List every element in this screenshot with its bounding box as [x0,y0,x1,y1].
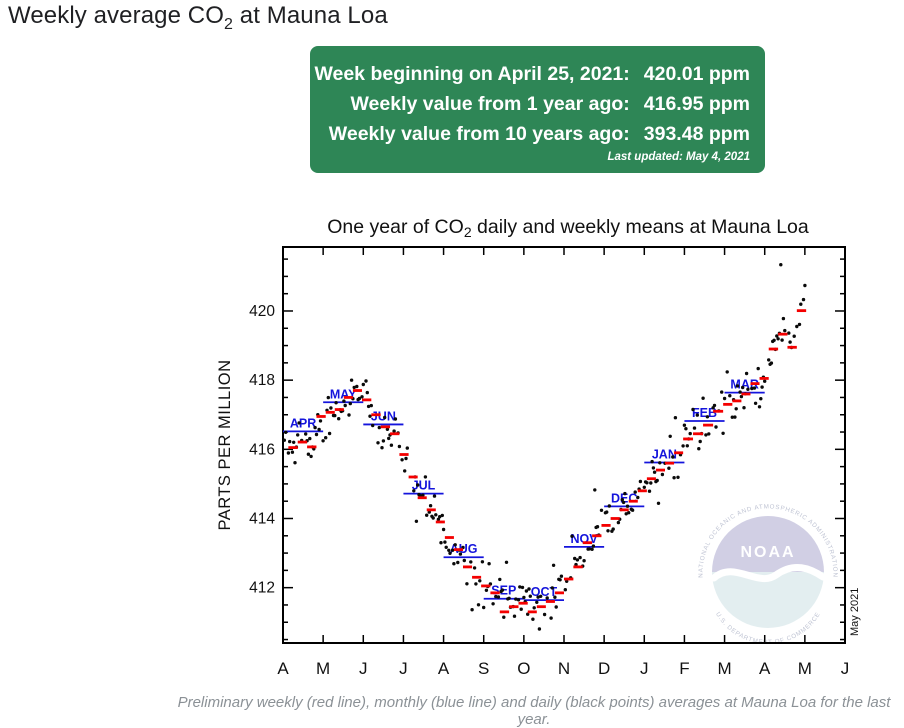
svg-text:J: J [399,659,408,678]
summary-row-current: Week beginning on April 25, 2021: 420.01… [314,59,750,89]
svg-text:412: 412 [249,580,275,597]
y-axis-label: PARTS PER MILLION [216,359,234,530]
svg-text:J: J [359,659,368,678]
plot-frame [282,246,846,644]
weekly-mean-lines [288,309,807,614]
noaa-logo-text: NOAA [740,544,795,561]
axis-ticks [282,247,846,643]
svg-text:A: A [759,659,771,678]
summary-row-10yr: Weekly value from 10 years ago: 393.48 p… [320,119,750,149]
page-title-suffix: at Mauna Loa [233,2,388,29]
svg-text:S: S [478,659,489,678]
gull-icon [710,564,827,583]
page-title: Weekly average CO2 at Mauna Loa [8,2,388,34]
svg-text:APR: APR [290,416,316,430]
summary-label: Weekly value from 1 year ago: [350,93,630,115]
svg-text:JUL: JUL [412,479,436,493]
monthly-mean-lines [283,391,765,602]
summary-value: 416.95 ppm [643,93,750,115]
co2-chart: NOAA NATIONAL OCEANIC AND ATMOSPHERIC ADM… [180,200,880,680]
co2-summary-box: Week beginning on April 25, 2021: 420.01… [310,46,765,173]
chart-title: One year of CO2 daily and weekly means a… [327,216,809,240]
svg-text:M: M [717,659,731,678]
date-stamp: May 2021 [849,588,861,636]
svg-text:420: 420 [249,303,275,320]
y-axis-tick-labels: 412 414 416 418 420 [249,303,275,597]
svg-text:M: M [316,659,330,678]
svg-text:D: D [598,659,610,678]
svg-text:M: M [798,659,812,678]
svg-text:JUN: JUN [371,409,396,423]
chart-caption: Preliminary weekly (red line), monthly (… [177,694,891,728]
svg-text:O: O [517,659,530,678]
svg-text:JAN: JAN [652,447,677,461]
svg-text:A: A [438,659,450,678]
summary-label: Week beginning on April 25, 2021: [314,63,630,85]
summary-row-1yr: Weekly value from 1 year ago: 416.95 ppm [320,89,751,119]
svg-text:418: 418 [249,372,275,389]
svg-text:AUG: AUG [450,542,478,556]
svg-text:N: N [558,659,570,678]
page-title-subscript: 2 [224,15,234,33]
summary-label: Weekly value from 10 years ago: [328,123,630,145]
summary-value: 393.48 ppm [643,123,750,145]
last-updated-stamp: Last updated: May 4, 2021 [607,151,750,163]
summary-value: 420.01 ppm [643,63,750,85]
svg-text:F: F [679,659,689,678]
svg-text:A: A [277,659,289,678]
svg-text:J: J [640,659,649,678]
svg-text:416: 416 [249,441,275,458]
page-title-text: Weekly average CO [8,2,225,29]
svg-text:414: 414 [249,510,275,527]
svg-text:J: J [841,659,850,678]
